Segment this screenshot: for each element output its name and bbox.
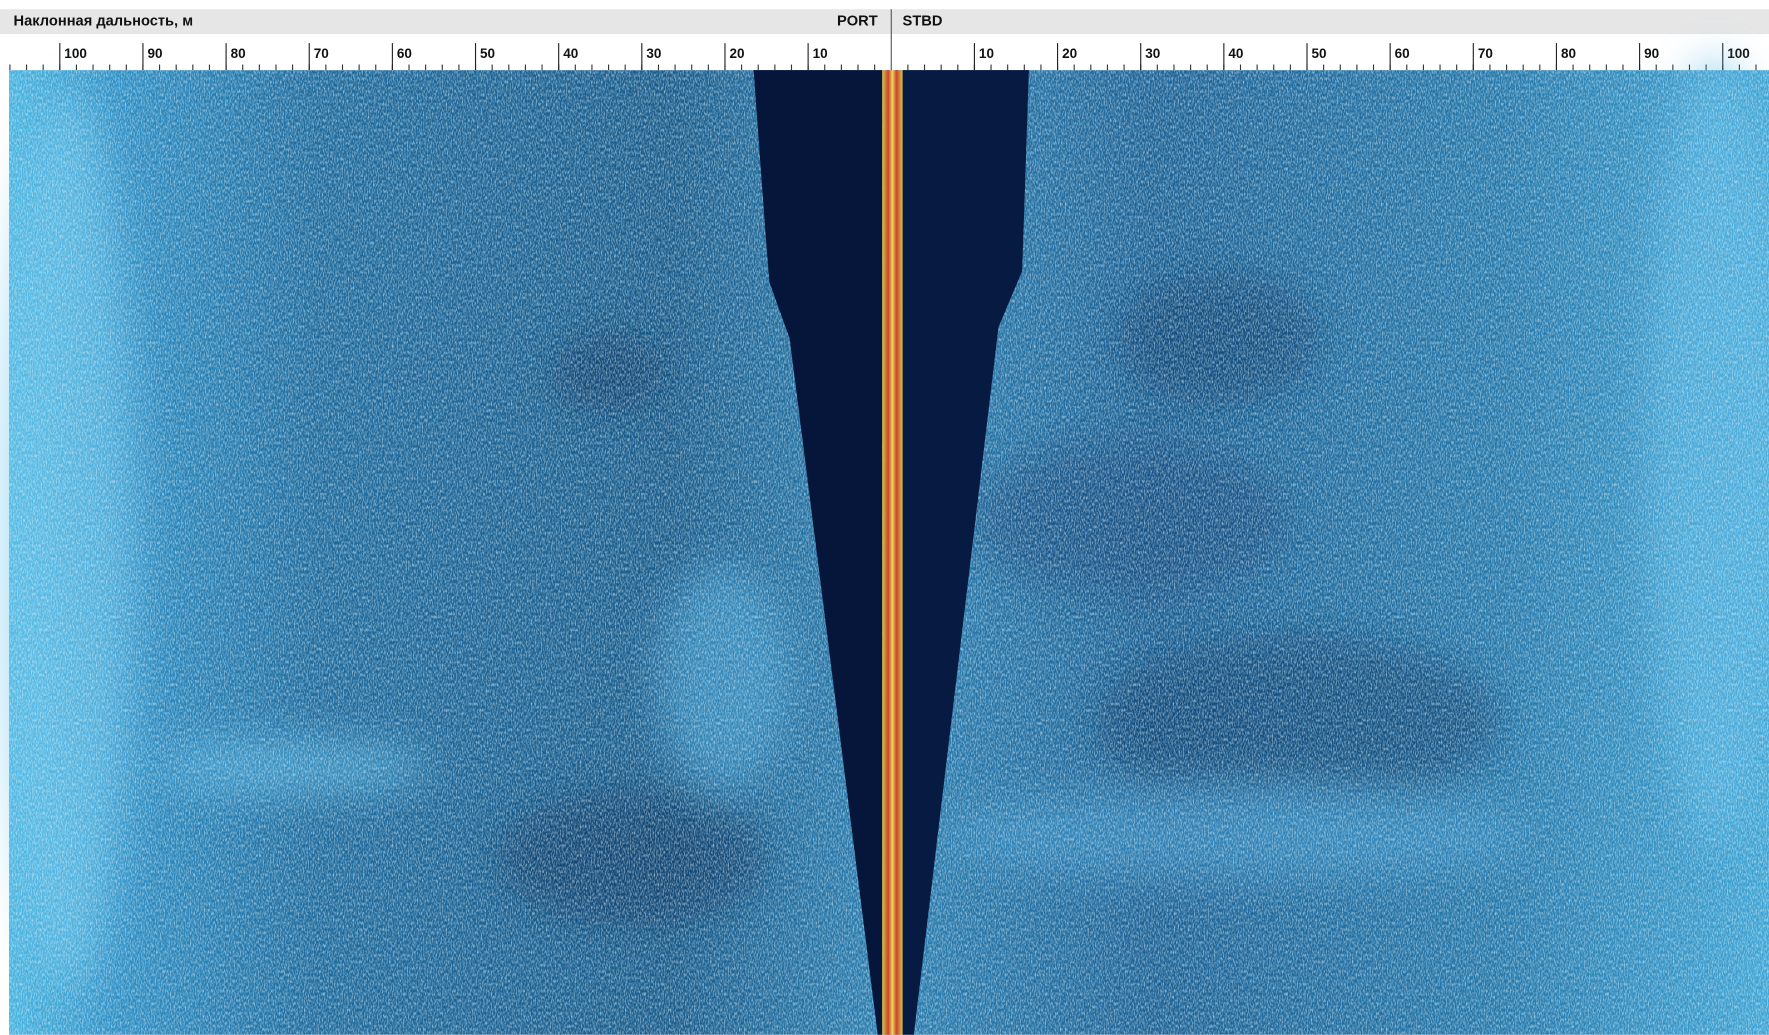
- tick-label: 100: [64, 46, 87, 61]
- tick-label: 90: [1644, 46, 1659, 61]
- nadir-line: [882, 70, 902, 1035]
- sonar-view: Наклонная дальность, м PORT STBD 100 90 80…: [0, 0, 1769, 1035]
- stbd-label: STBD: [903, 14, 943, 30]
- tick-label: 60: [397, 46, 412, 61]
- tick-label: 30: [646, 46, 661, 61]
- tick-label: 90: [147, 46, 162, 61]
- tick-label: 70: [1478, 46, 1493, 61]
- tick-label: 80: [1561, 46, 1576, 61]
- tick-label: 10: [979, 46, 994, 61]
- page: Наклонная дальность, м PORT STBD 100 90 80…: [0, 0, 1769, 1035]
- sonar-image: [0, 57, 1769, 1035]
- header-bar: [0, 9, 1769, 34]
- tick-label: 30: [1145, 46, 1160, 61]
- tick-label: 100: [1727, 46, 1750, 61]
- range-title: Наклонная дальность, м: [14, 14, 194, 30]
- tick-label: 20: [1062, 46, 1077, 61]
- tick-label: 50: [480, 46, 495, 61]
- tick-label: 50: [1312, 46, 1327, 61]
- tick-label: 70: [314, 46, 329, 61]
- tick-label: 80: [231, 46, 246, 61]
- tick-label: 40: [563, 46, 578, 61]
- tick-label: 20: [729, 46, 744, 61]
- tick-label: 60: [1395, 46, 1410, 61]
- tick-label: 40: [1228, 46, 1243, 61]
- port-label: PORT: [837, 14, 878, 30]
- tick-label: 10: [813, 46, 828, 61]
